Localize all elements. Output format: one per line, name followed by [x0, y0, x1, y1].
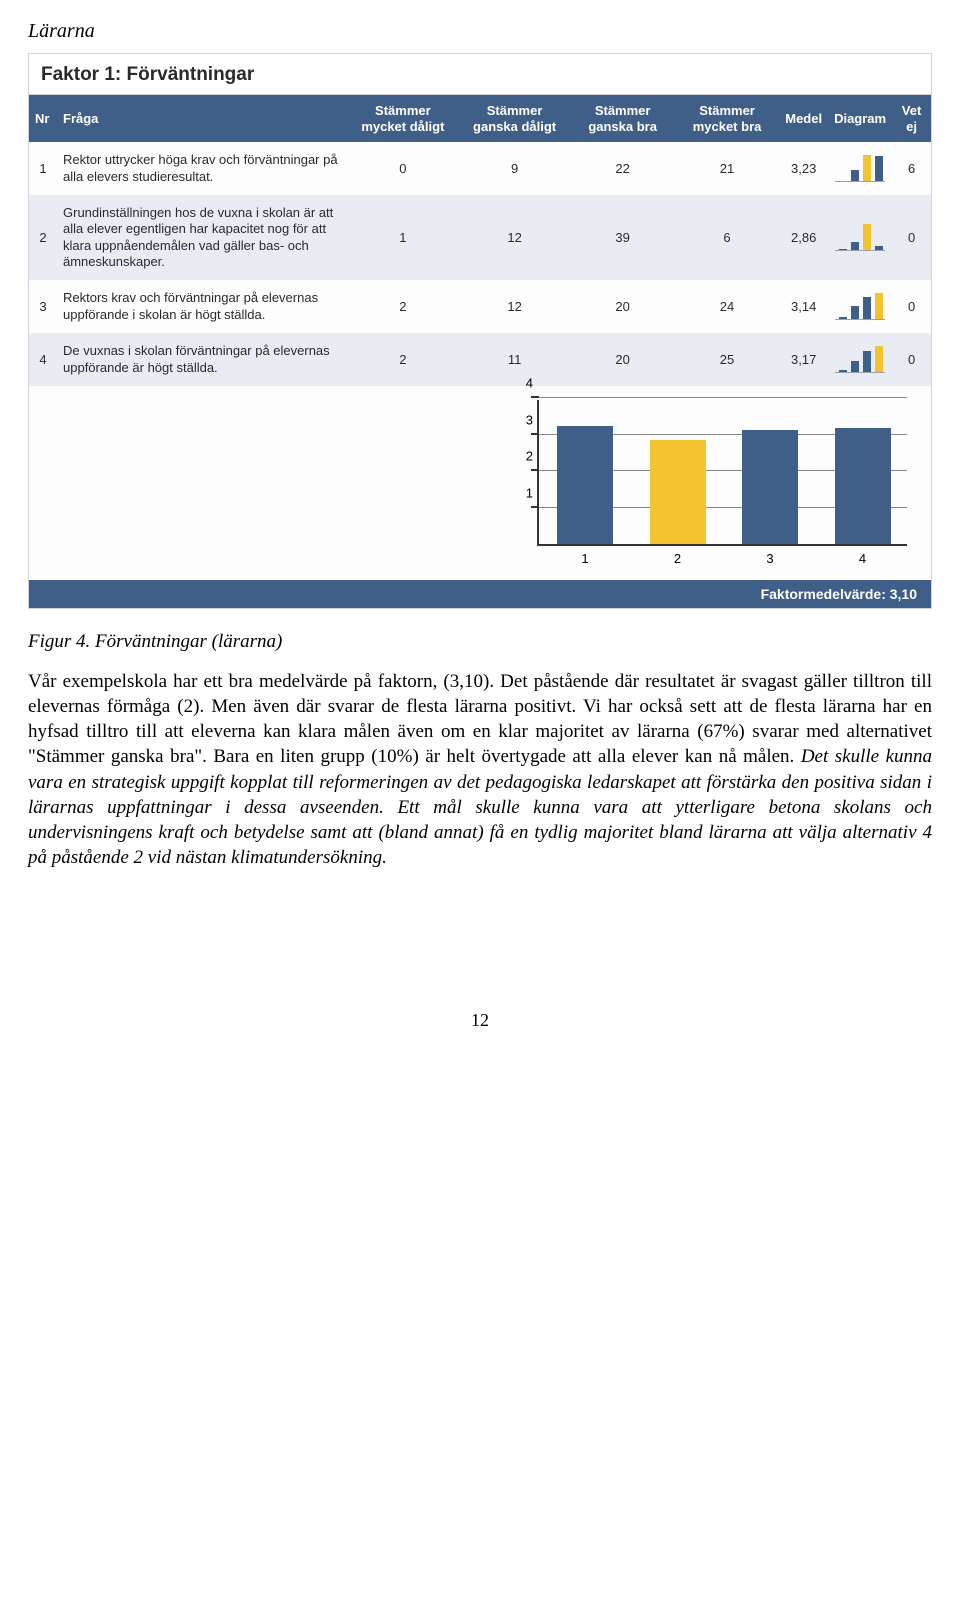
cell-value: 6 [675, 195, 779, 280]
cell-value: 24 [675, 280, 779, 333]
mini-bar [839, 317, 847, 319]
survey-figure: Faktor 1: Förväntningar Nr Fråga Stämmer… [28, 53, 932, 609]
cell-value: 20 [570, 280, 674, 333]
mini-bar [875, 293, 883, 319]
survey-table: Nr Fråga Stämmer mycket dåligt Stämmer g… [29, 95, 931, 386]
mini-bar [863, 155, 871, 181]
table-row: 2Grundinställningen hos de vuxna i skola… [29, 195, 931, 280]
col-nr: Nr [29, 95, 57, 142]
chart-area: 12341234 [29, 386, 931, 580]
mini-bar-chart [835, 221, 885, 251]
cell-diagram [828, 142, 892, 195]
body-plain: Vår exempelskola har ett bra medelvärde … [28, 671, 932, 767]
table-row: 1Rektor uttrycker höga krav och förväntn… [29, 142, 931, 195]
col-diagram: Diagram [828, 95, 892, 142]
cell-vetej: 0 [892, 333, 931, 386]
chart-gridline [539, 397, 907, 398]
mini-bar [839, 370, 847, 372]
cell-vetej: 0 [892, 280, 931, 333]
col-fraga: Fråga [57, 95, 347, 142]
cell-diagram [828, 280, 892, 333]
col-c2: Stämmer ganska dåligt [459, 95, 571, 142]
cell-medel: 3,14 [779, 280, 828, 333]
chart-ylabel: 2 [507, 449, 533, 464]
mini-bar [863, 351, 871, 372]
cell-question: Grundinställningen hos de vuxna i skolan… [57, 195, 347, 280]
cell-value: 25 [675, 333, 779, 386]
figure-caption: Figur 4. Förväntningar (lärarna) [28, 631, 932, 653]
mini-bar [851, 242, 859, 250]
chart-ytick [531, 433, 539, 435]
chart-ytick [531, 506, 539, 508]
chart-ylabel: 4 [507, 376, 533, 391]
table-row: 3Rektors krav och förväntningar på eleve… [29, 280, 931, 333]
cell-value: 21 [675, 142, 779, 195]
cell-nr: 2 [29, 195, 57, 280]
faktor-title: Faktor 1: Förväntningar [29, 54, 931, 95]
mini-bar-chart [835, 290, 885, 320]
col-c4: Stämmer mycket bra [675, 95, 779, 142]
cell-medel: 3,17 [779, 333, 828, 386]
chart-xlabel: 4 [835, 551, 891, 566]
section-title: Lärarna [28, 20, 932, 43]
mini-bar [875, 346, 883, 372]
mini-bar-chart [835, 152, 885, 182]
chart-xlabel: 3 [742, 551, 798, 566]
page-number: 12 [28, 1010, 932, 1031]
chart-bar [742, 430, 798, 545]
col-medel: Medel [779, 95, 828, 142]
cell-question: De vuxnas i skolan förväntningar på elev… [57, 333, 347, 386]
cell-medel: 3,23 [779, 142, 828, 195]
cell-diagram [828, 195, 892, 280]
mini-bar [851, 306, 859, 319]
chart-ylabel: 3 [507, 412, 533, 427]
cell-question: Rektors krav och förväntningar på elever… [57, 280, 347, 333]
chart-bar [650, 440, 706, 544]
cell-value: 2 [347, 333, 459, 386]
cell-value: 39 [570, 195, 674, 280]
mini-bar [863, 224, 871, 250]
mini-bar [875, 246, 883, 250]
mini-bar [863, 297, 871, 319]
chart-ytick [531, 396, 539, 398]
col-c3: Stämmer ganska bra [570, 95, 674, 142]
cell-diagram [828, 333, 892, 386]
cell-value: 12 [459, 280, 571, 333]
cell-vetej: 0 [892, 195, 931, 280]
mini-bar-chart [835, 343, 885, 373]
cell-question: Rektor uttrycker höga krav och förväntni… [57, 142, 347, 195]
cell-value: 2 [347, 280, 459, 333]
mini-bar [851, 170, 859, 181]
table-row: 4De vuxnas i skolan förväntningar på ele… [29, 333, 931, 386]
chart-bar [557, 426, 613, 544]
cell-value: 20 [570, 333, 674, 386]
chart-xlabel: 2 [650, 551, 706, 566]
mini-bar [875, 156, 883, 181]
cell-medel: 2,86 [779, 195, 828, 280]
cell-value: 1 [347, 195, 459, 280]
cell-nr: 4 [29, 333, 57, 386]
cell-nr: 3 [29, 280, 57, 333]
cell-value: 9 [459, 142, 571, 195]
chart-ylabel: 1 [507, 485, 533, 500]
cell-nr: 1 [29, 142, 57, 195]
body-paragraph: Vår exempelskola har ett bra medelvärde … [28, 669, 932, 870]
cell-vetej: 6 [892, 142, 931, 195]
faktor-bar-chart: 12341234 [497, 400, 917, 570]
col-vetej: Vet ej [892, 95, 931, 142]
chart-xlabel: 1 [557, 551, 613, 566]
cell-value: 0 [347, 142, 459, 195]
cell-value: 22 [570, 142, 674, 195]
chart-bar [835, 428, 891, 544]
chart-ytick [531, 469, 539, 471]
mini-bar [839, 249, 847, 250]
col-c1: Stämmer mycket dåligt [347, 95, 459, 142]
mini-bar [851, 361, 859, 372]
cell-value: 12 [459, 195, 571, 280]
faktor-footer: Faktormedelvärde: 3,10 [29, 580, 931, 608]
